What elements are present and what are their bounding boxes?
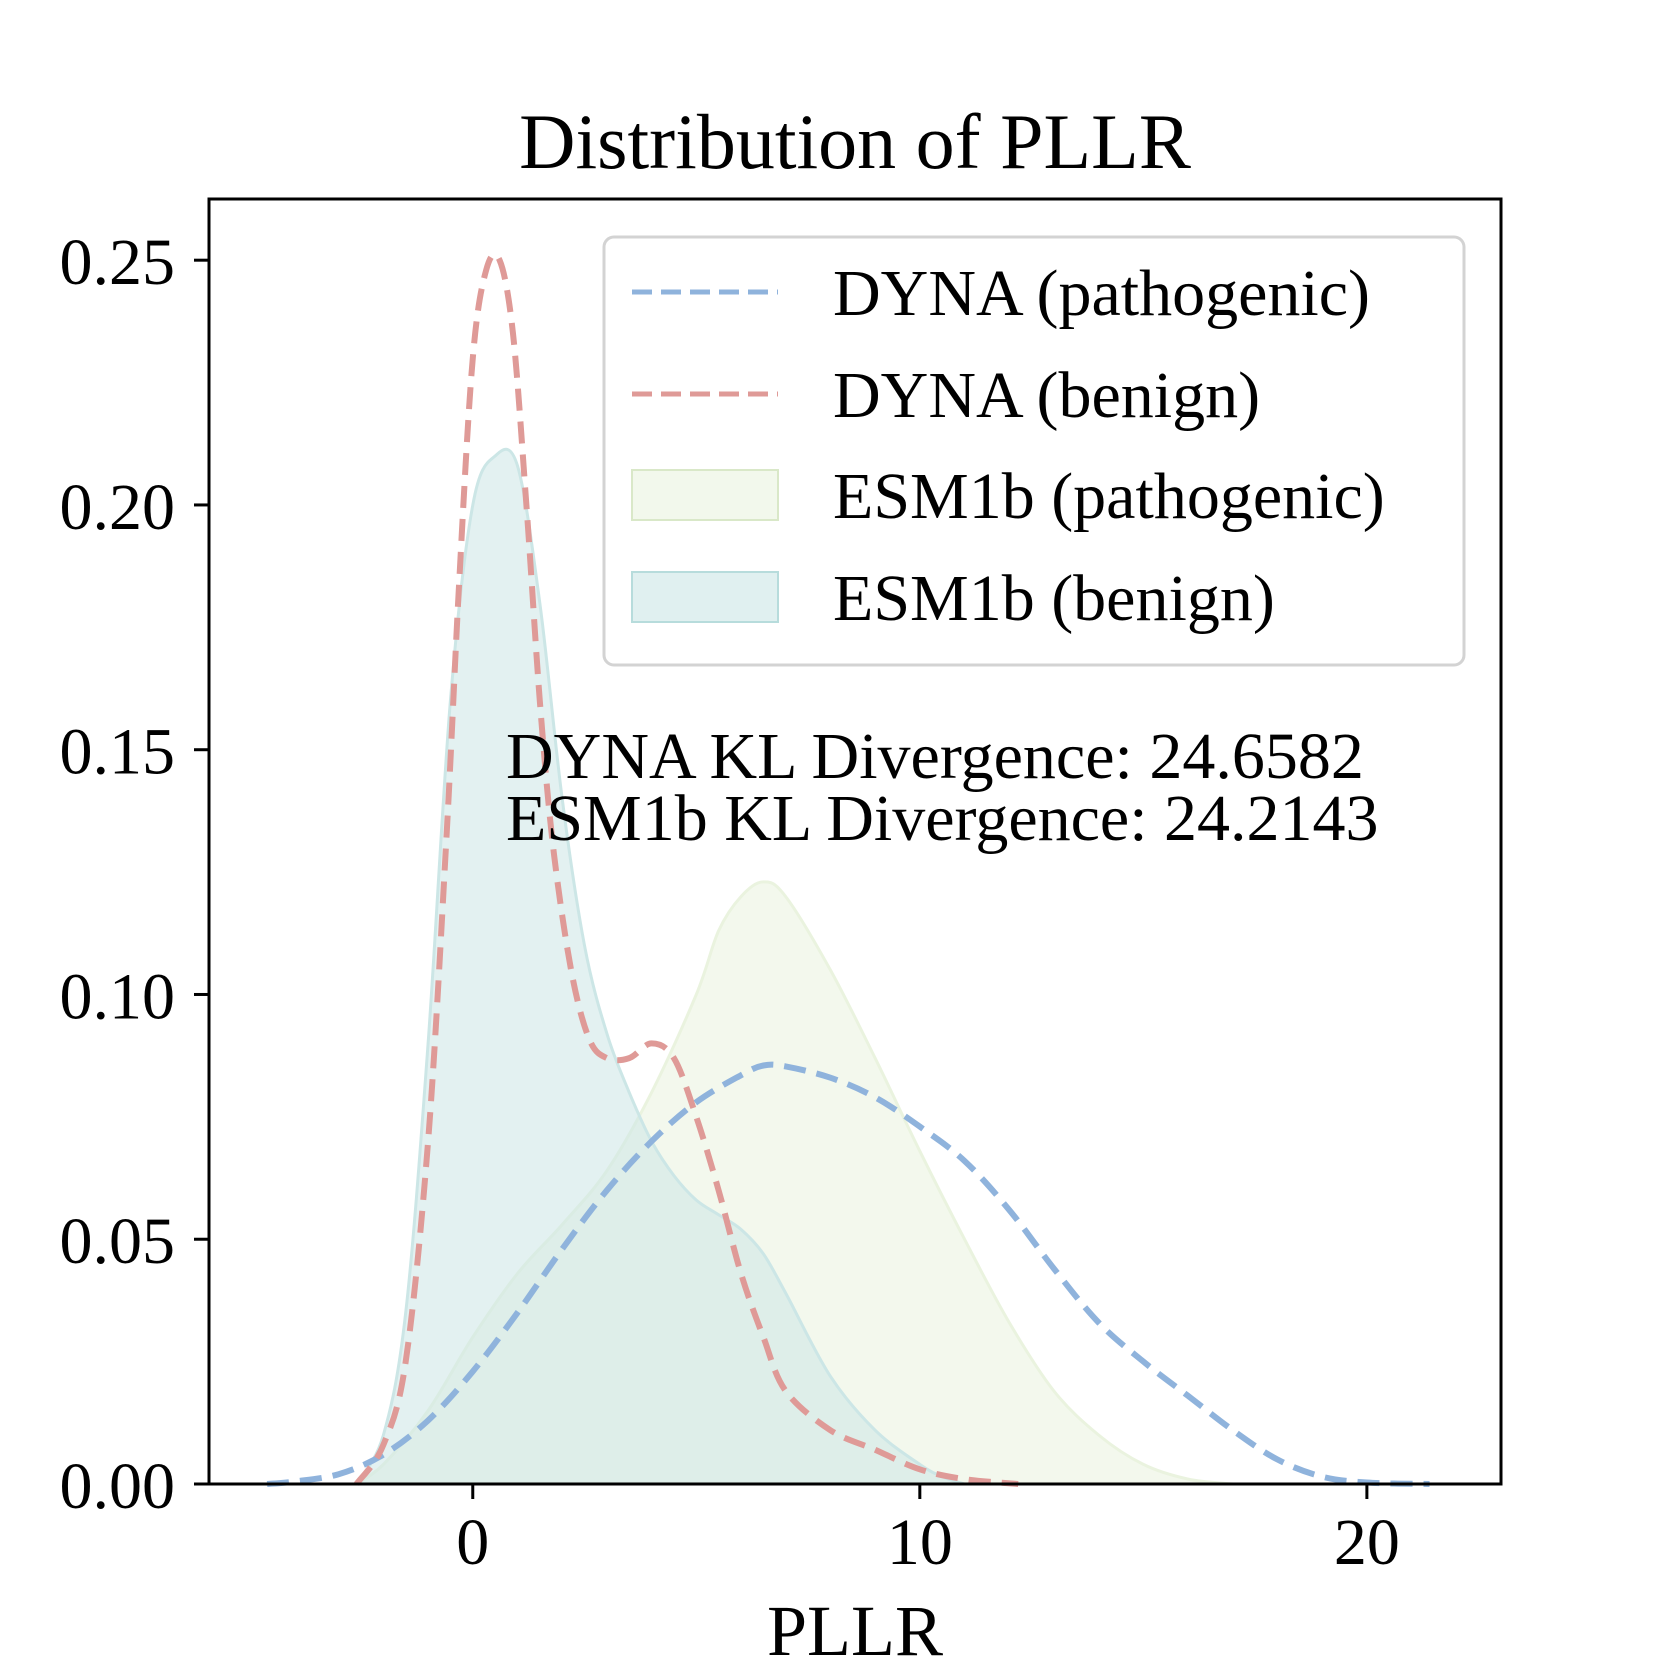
y-tick-label: 0.20 [60,471,176,544]
y-tick-label: 0.25 [60,226,176,299]
line-layer [266,251,1430,1487]
kl-annotation-dyna: DYNA KL Divergence: 24.6582 [506,720,1364,793]
legend: DYNA (pathogenic) DYNA (benign) ESM1b (p… [602,235,1466,667]
legend-swatch-esm1b-benign [631,571,779,623]
legend-label-dyna-pathogenic: DYNA (pathogenic) [833,257,1370,330]
y-tick-label: 0.15 [60,716,176,789]
x-tick-label: 20 [1334,1506,1400,1579]
chart-title: Distribution of PLLR [519,98,1191,185]
x-axis-label: PLLR [767,1591,943,1661]
legend-label-dyna-benign: DYNA (benign) [833,359,1260,432]
series-line-dyna-pathogenic [266,1061,1430,1487]
x-tick-label: 0 [456,1506,489,1579]
legend-box [602,235,1466,667]
area-layer [351,447,1233,1486]
legend-label-esm1b-benign: ESM1b (benign) [833,562,1275,635]
kl-annotation-esm1b: ESM1b KL Divergence: 24.2143 [506,782,1379,855]
plot-frame [207,197,1503,1486]
y-tick-label: 0.05 [60,1205,176,1278]
series-area-esm1b-benign [353,447,965,1486]
y-tick-label: 0.10 [60,960,176,1033]
legend-swatch-esm1b-pathogenic [631,469,779,521]
y-tick-label: 0.00 [60,1450,176,1523]
y-axis: 0.00 0.05 0.10 0.15 0.20 0.25 [60,226,209,1523]
legend-label-esm1b-pathogenic: ESM1b (pathogenic) [833,460,1385,533]
x-tick-label: 10 [887,1506,953,1579]
x-axis: 0 10 20 [456,1484,1400,1579]
series-line-dyna-benign [354,251,1019,1487]
